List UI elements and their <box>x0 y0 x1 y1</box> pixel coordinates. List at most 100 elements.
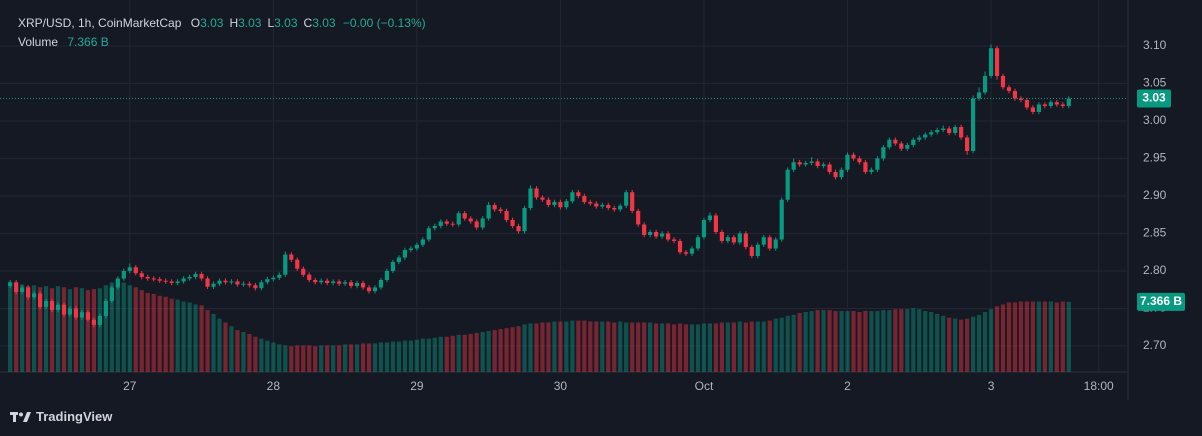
candle-body <box>600 204 605 207</box>
y-tick-label: 3.10 <box>1143 38 1167 52</box>
candle-body <box>755 244 760 256</box>
candle-body <box>450 223 455 225</box>
volume-bar <box>791 314 796 372</box>
candle-body <box>169 281 174 283</box>
candle-body <box>929 132 934 135</box>
candle-body <box>773 239 778 249</box>
candle-body <box>1024 99 1030 108</box>
volume-bar <box>265 340 270 372</box>
volume-bar <box>540 322 545 372</box>
volume-bar <box>8 284 13 372</box>
ohlc-key: O <box>190 16 201 30</box>
volume-bar <box>803 312 808 372</box>
volume-bar <box>1006 302 1012 372</box>
volume-bar <box>606 321 611 372</box>
volume-bar <box>976 314 982 372</box>
candle-body <box>67 308 73 315</box>
volume-bar <box>1030 301 1035 372</box>
volume-bar <box>893 309 898 372</box>
volume-bar <box>612 322 617 372</box>
candle-body <box>851 154 856 159</box>
volume-bar <box>869 311 874 372</box>
candles <box>8 44 1071 328</box>
candle-body <box>665 233 671 240</box>
candle-body <box>648 231 653 235</box>
volume-bar <box>988 309 994 372</box>
volume-bar <box>618 321 623 372</box>
candle-body <box>654 231 659 237</box>
volume-bar <box>31 285 37 372</box>
volume-bar <box>1060 301 1065 372</box>
volume-bar <box>821 310 826 372</box>
candle-body <box>516 225 521 232</box>
candle-body <box>701 219 707 238</box>
y-tick-label: 3.00 <box>1143 113 1167 127</box>
volume-bar <box>558 321 563 372</box>
candle-body <box>528 188 533 208</box>
volume-bar <box>205 310 210 372</box>
candle-body <box>988 48 994 76</box>
x-tick-label: 29 <box>410 379 424 393</box>
volume-bar <box>564 321 569 372</box>
candle-body <box>396 257 402 262</box>
volume-bar <box>235 330 240 372</box>
volume-bar <box>887 310 892 372</box>
candle-body <box>594 203 599 207</box>
y-tick-label: 3.05 <box>1143 76 1167 90</box>
candle-body <box>295 259 300 269</box>
candle-body <box>354 282 360 286</box>
volume-bar <box>851 311 856 372</box>
volume-bar <box>420 338 425 372</box>
candle-body <box>953 126 958 133</box>
volume-bar <box>289 346 294 372</box>
last-volume-label: 7.366 B <box>1140 294 1182 308</box>
volume-bar <box>994 306 1000 372</box>
volume-bar <box>396 341 402 372</box>
volume-bar <box>223 322 228 372</box>
brand[interactable]: TradingView <box>10 409 112 424</box>
volume-bar <box>432 337 437 372</box>
volume-bar <box>20 284 25 372</box>
volume-bar <box>492 330 497 372</box>
volume-label: Volume <box>18 35 59 49</box>
volume-bar <box>959 319 964 372</box>
volume-bar <box>935 313 940 372</box>
volume-bar <box>283 345 288 372</box>
volume-bar <box>354 344 360 372</box>
candle-body <box>444 221 449 224</box>
candle-body <box>456 213 461 225</box>
volume-bar <box>923 311 928 372</box>
candle-body <box>319 280 324 283</box>
candle-body <box>959 126 964 138</box>
candle-body <box>588 201 593 204</box>
candle-body <box>187 276 192 279</box>
volume-bar <box>193 304 198 372</box>
volume-bar <box>929 312 934 372</box>
ohlc-value: 3.03 <box>238 16 262 30</box>
candle-body <box>37 293 43 307</box>
candle-body <box>630 192 635 211</box>
candle-body <box>1060 104 1065 106</box>
candle-body <box>211 283 216 287</box>
change: −0.00 (−0.13%) <box>342 16 426 30</box>
volume-bar <box>971 316 976 372</box>
ohlc-key: L <box>267 16 275 30</box>
candle-body <box>8 282 13 286</box>
volume-bar <box>408 340 413 372</box>
volume-bar <box>731 322 736 372</box>
candle-body <box>175 281 180 283</box>
candle-body <box>193 273 198 277</box>
candle-body <box>725 237 730 241</box>
candle-body <box>151 278 156 280</box>
ohlc: O3.03 H3.03 L3.03 C3.03 <box>187 16 338 30</box>
volume-bar <box>833 311 838 372</box>
ohlc-key: C <box>303 16 313 30</box>
candle-body <box>337 281 342 284</box>
volume-bar <box>480 332 485 372</box>
volume-bar <box>779 317 784 372</box>
candle-body <box>809 161 814 163</box>
volume-bar <box>1054 302 1059 372</box>
volume-bar <box>486 331 491 372</box>
volume-bar <box>259 338 264 372</box>
